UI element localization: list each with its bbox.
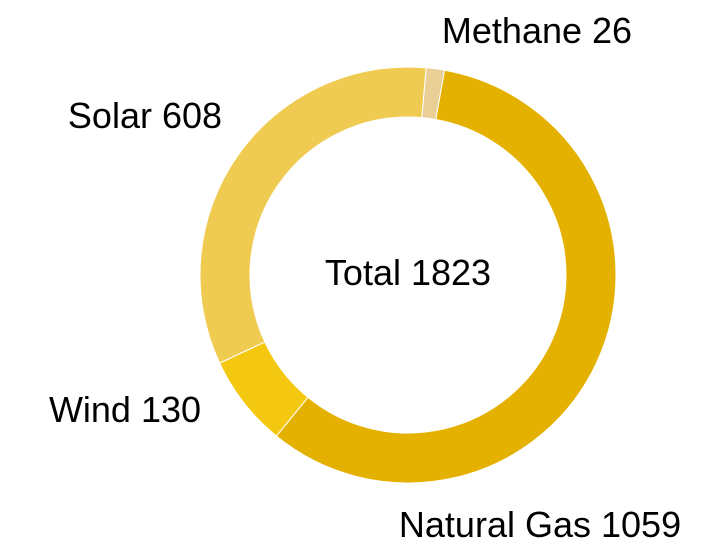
slice-name: Natural Gas	[399, 504, 591, 545]
slice-name: Solar	[68, 95, 152, 136]
total: 1823	[411, 252, 491, 293]
slice-label: Methane 26	[442, 10, 632, 51]
slice-value: 1059	[601, 504, 681, 545]
slice-label: Solar 608	[68, 95, 222, 136]
center-text: Total 1823	[325, 252, 491, 293]
slice-label: Natural Gas 1059	[399, 504, 681, 545]
slice-value: 130	[141, 389, 201, 430]
slice-name: Methane	[442, 10, 582, 51]
donut-slice	[275, 69, 617, 484]
slice-label: Wind 130	[49, 389, 201, 430]
donut-slice	[199, 66, 427, 364]
slice-value: 608	[162, 95, 222, 136]
slice-value: 26	[592, 10, 632, 51]
center-label: Total	[325, 252, 401, 293]
slice-name: Wind	[49, 389, 131, 430]
